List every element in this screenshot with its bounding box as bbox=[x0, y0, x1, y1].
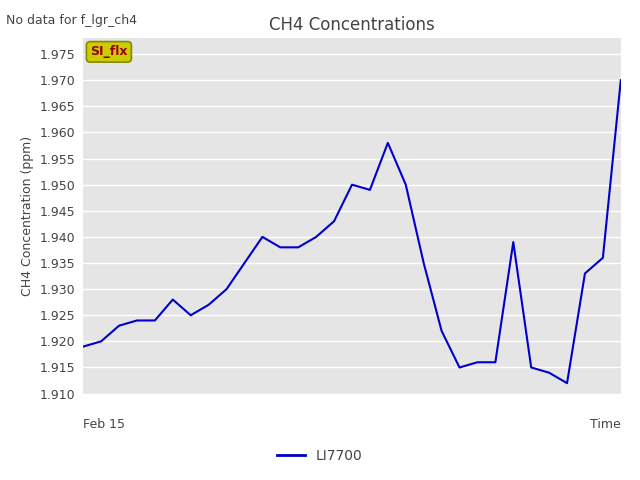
Title: CH4 Concentrations: CH4 Concentrations bbox=[269, 16, 435, 34]
Text: Time: Time bbox=[590, 418, 621, 431]
Legend: LI7700: LI7700 bbox=[271, 443, 369, 468]
Y-axis label: CH4 Concentration (ppm): CH4 Concentration (ppm) bbox=[21, 136, 35, 296]
Text: SI_flx: SI_flx bbox=[90, 45, 127, 59]
Text: No data for f_lgr_ch4: No data for f_lgr_ch4 bbox=[6, 14, 138, 27]
Text: Feb 15: Feb 15 bbox=[83, 418, 125, 431]
